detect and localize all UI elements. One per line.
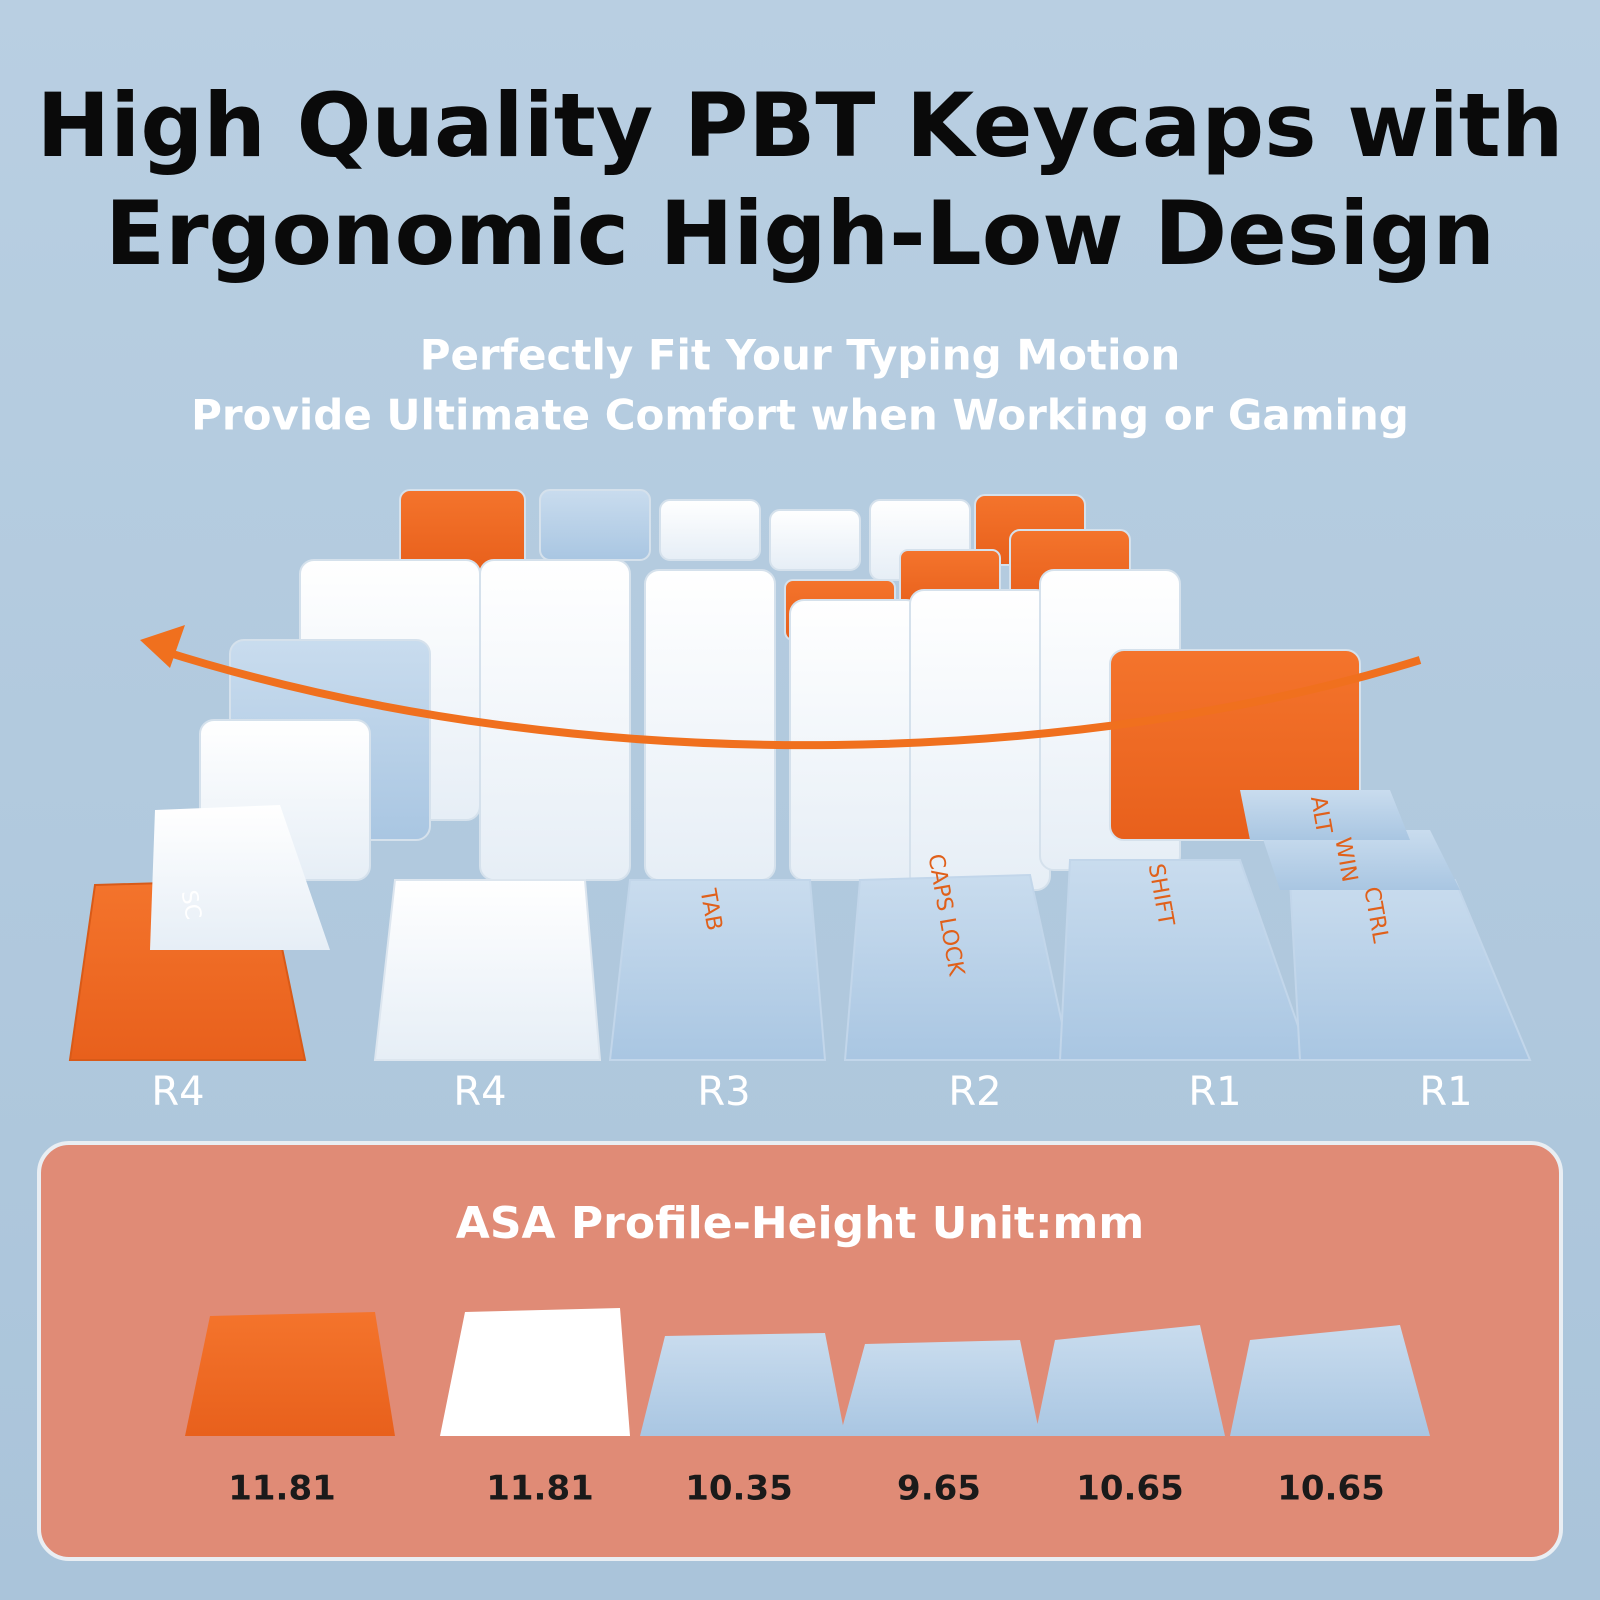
keyboard-illustration: SC TAB CAPS LOCK SHIFT CTRL WIN ALT bbox=[68, 489, 1532, 1061]
height-value: 11.81 bbox=[228, 1469, 336, 1509]
title-line: High Quality PBT Keycaps with bbox=[37, 74, 1564, 177]
title-line: Ergonomic High-Low Design bbox=[105, 182, 1495, 285]
row-label: R3 bbox=[697, 1069, 750, 1115]
row-label: R1 bbox=[1419, 1069, 1472, 1115]
profile-panel: ASA Profile-Height Unit:mm 11.81 11.81 1… bbox=[37, 1141, 1563, 1561]
height-value: 11.81 bbox=[486, 1469, 594, 1509]
row-label: R2 bbox=[948, 1069, 1001, 1115]
panel-title: ASA Profile-Height Unit:mm bbox=[456, 1198, 1144, 1249]
height-value: 10.65 bbox=[1076, 1469, 1184, 1509]
row-label: R4 bbox=[151, 1069, 204, 1115]
subtitle-line: Provide Ultimate Comfort when Working or… bbox=[191, 391, 1409, 440]
height-value: 10.65 bbox=[1277, 1469, 1385, 1509]
motion-arrow bbox=[158, 646, 1422, 750]
subtitle-line: Perfectly Fit Your Typing Motion bbox=[420, 331, 1181, 380]
key-legend: SC bbox=[176, 888, 206, 921]
arrow-head bbox=[140, 625, 185, 668]
row-label: R1 bbox=[1188, 1069, 1241, 1115]
height-value: 9.65 bbox=[897, 1469, 981, 1509]
row-label: R4 bbox=[453, 1069, 506, 1115]
height-value: 10.35 bbox=[685, 1469, 793, 1509]
